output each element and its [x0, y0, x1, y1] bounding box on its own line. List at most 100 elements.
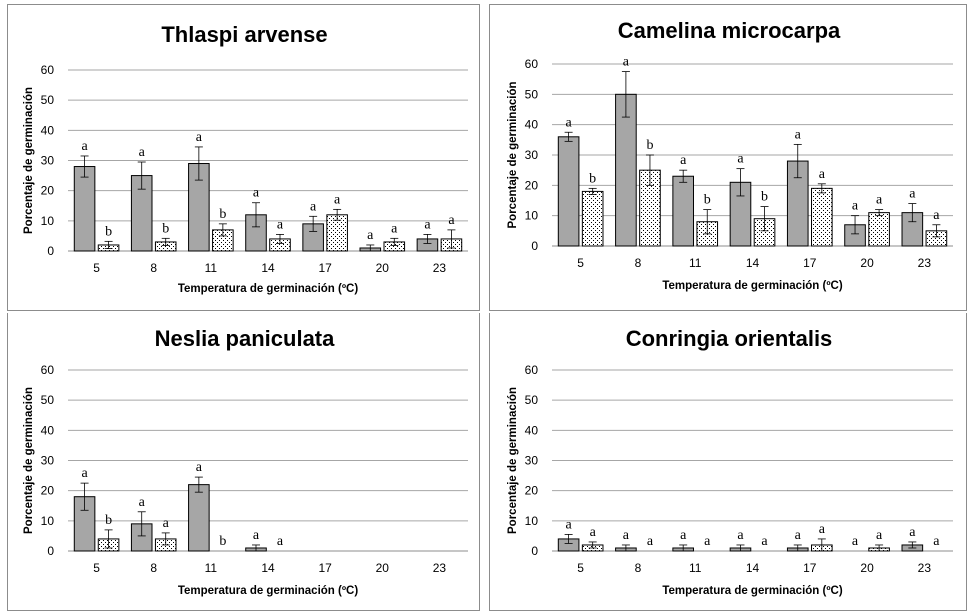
error-bar — [423, 234, 432, 244]
bar-dotted — [868, 212, 890, 247]
error-bar — [137, 161, 146, 190]
error-bar — [80, 155, 89, 178]
y-tick-label: 30 — [41, 454, 55, 468]
y-tick-label: 40 — [41, 423, 55, 437]
y-axis-label: Porcentaje de germinación — [23, 87, 35, 234]
x-tick-label: 11 — [689, 561, 702, 575]
x-tick-label: 5 — [93, 561, 100, 575]
significance-letter: a — [196, 460, 203, 475]
y-tick-label: 50 — [525, 87, 539, 101]
y-tick-label: 0 — [47, 544, 54, 558]
error-bar — [276, 234, 284, 244]
x-tick-label: 20 — [376, 261, 390, 275]
error-bar — [932, 224, 941, 238]
x-tick-label: 23 — [433, 561, 447, 575]
y-tick-label: 50 — [525, 393, 539, 407]
significance-letter: a — [139, 145, 146, 160]
x-axis-label: Temperatura de germinación (ºC) — [662, 280, 843, 292]
y-tick-label: 0 — [531, 239, 538, 253]
x-tick-label: 5 — [577, 256, 584, 270]
bar-dotted — [581, 190, 604, 247]
significance-letter: a — [196, 130, 203, 145]
error-bar — [621, 544, 630, 552]
x-tick-label: 14 — [746, 256, 760, 270]
significance-letter: a — [795, 528, 802, 543]
significance-letter: a — [737, 152, 744, 167]
x-axis-label: Temperatura de germinación (ºC) — [178, 283, 359, 295]
error-bar — [851, 215, 860, 235]
y-tick-label: 50 — [41, 393, 55, 407]
significance-letter: a — [277, 534, 284, 549]
x-tick-label: 17 — [803, 256, 817, 270]
x-axis-label: Temperatura de germinación (ºC) — [662, 585, 843, 597]
error-bar — [679, 544, 688, 552]
y-tick-label: 50 — [41, 93, 55, 107]
y-tick-label: 0 — [47, 244, 54, 258]
significance-letter: a — [852, 534, 859, 549]
significance-letter: b — [105, 513, 112, 528]
significance-letter: a — [909, 187, 916, 202]
error-bar — [645, 154, 654, 186]
chart-title: Camelina microcarpa — [618, 18, 841, 43]
significance-letter: a — [566, 115, 573, 130]
x-tick-label: 23 — [433, 261, 447, 275]
chart-title: Conringia orientalis — [626, 326, 833, 351]
significance-letter: b — [105, 224, 112, 239]
significance-letter: a — [876, 193, 883, 208]
x-tick-label: 8 — [635, 256, 642, 270]
y-tick-label: 10 — [41, 214, 55, 228]
x-tick-label: 8 — [150, 561, 157, 575]
significance-letter: b — [162, 221, 169, 236]
significance-letter: a — [933, 208, 940, 223]
error-bar — [80, 482, 89, 511]
y-tick-label: 40 — [525, 118, 539, 132]
significance-letter: a — [424, 217, 431, 232]
y-tick-label: 0 — [531, 544, 538, 558]
significance-letter: a — [163, 516, 170, 531]
x-tick-label: 11 — [205, 261, 218, 275]
x-tick-label: 14 — [261, 261, 275, 275]
significance-letter: a — [391, 221, 398, 236]
bar-gray — [188, 484, 210, 552]
y-tick-label: 30 — [525, 454, 539, 468]
significance-letter: a — [933, 534, 940, 549]
significance-letter: a — [81, 139, 88, 154]
significance-letter: a — [566, 517, 573, 532]
error-bar — [817, 183, 826, 194]
significance-letter: a — [876, 528, 883, 543]
significance-letter: a — [253, 186, 260, 201]
significance-letter: a — [704, 534, 711, 549]
significance-letter: a — [737, 528, 744, 543]
error-bar — [390, 237, 399, 246]
chart-thlaspi: Thlaspi arvense 0 10 20 30 40 50 60 Porcentaje d… — [23, 22, 468, 295]
bar-gray — [557, 136, 580, 247]
significance-letter: b — [219, 534, 226, 549]
chart-panel-camelina: Camelina microcarpa 0 10 20 30 40 50 60 Porcenta… — [489, 4, 967, 311]
chart-panel-thlaspi: Thlaspi arvense 0 10 20 30 40 50 60 Porcentaje d… — [7, 4, 480, 311]
significance-letter: a — [819, 522, 826, 537]
x-tick-label: 5 — [93, 261, 100, 275]
error-bar — [104, 240, 113, 249]
error-bar — [161, 532, 170, 546]
significance-letter: a — [81, 466, 88, 481]
x-axis-label: Temperatura de germinación (ºC) — [178, 585, 359, 597]
bar-gray — [672, 175, 694, 247]
error-bar — [137, 511, 146, 537]
error-bar — [104, 529, 113, 549]
significance-letter: a — [623, 55, 630, 70]
error-bar — [252, 202, 260, 228]
error-bar — [679, 169, 688, 183]
significance-letter: b — [646, 138, 653, 153]
error-bar — [908, 203, 917, 223]
bar-dotted — [811, 187, 833, 247]
error-bar — [588, 187, 597, 195]
x-tick-label: 8 — [150, 261, 157, 275]
significance-letter: a — [909, 525, 916, 540]
y-tick-label: 60 — [525, 363, 539, 377]
error-bar — [252, 544, 260, 552]
error-bar — [194, 476, 203, 493]
y-tick-label: 10 — [525, 514, 539, 528]
y-tick-label: 30 — [41, 154, 55, 168]
significance-letter: a — [623, 528, 630, 543]
x-tick-label: 11 — [689, 256, 702, 270]
